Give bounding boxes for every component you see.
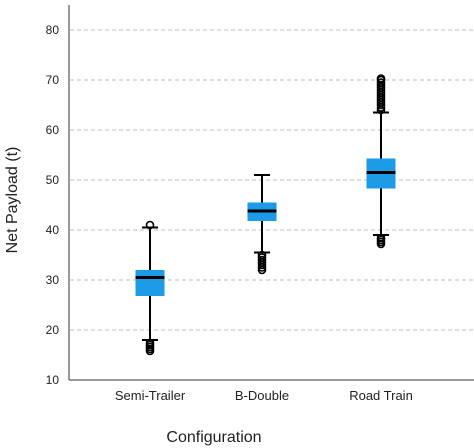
gridlines — [70, 29, 474, 331]
y-tick-label-10: 10 — [46, 373, 60, 387]
outlier-semi-trailer-5 — [145, 220, 155, 230]
y-tick-label-50: 50 — [46, 173, 60, 187]
outlier-road-train-3 — [376, 233, 386, 243]
outlier-b-double-6 — [257, 250, 267, 260]
y-tick-label-80: 80 — [46, 23, 60, 37]
y-axis-ticks: 10 20 30 40 50 60 70 80 — [46, 23, 60, 387]
box-semi-trailer — [135, 220, 165, 356]
outlier-road-train-17 — [376, 74, 386, 83]
outlier-b-double-4 — [257, 255, 267, 265]
y-tick-label-60: 60 — [46, 123, 60, 137]
outlier-b-double-5 — [257, 253, 267, 262]
y-tick-label-30: 30 — [46, 273, 60, 287]
y-tick-label-40: 40 — [46, 223, 60, 237]
box-series — [135, 74, 396, 356]
x-category-label-semi-trailer: Semi-Trailer — [115, 388, 186, 403]
outlier-semi-trailer-4 — [145, 338, 155, 348]
y-axis-title: Net Payload (t) — [4, 147, 21, 254]
y-tick-label-20: 20 — [46, 323, 60, 337]
x-category-label-road-train: Road Train — [349, 388, 413, 403]
box-b-double — [247, 174, 277, 275]
box-road-train — [366, 74, 396, 249]
axes — [68, 5, 474, 381]
outlier-road-train-15 — [376, 78, 386, 87]
x-category-label-b-double: B-Double — [235, 388, 289, 403]
iqr-box-semi-trailer — [135, 270, 165, 296]
x-axis-categories: Semi-Trailer B-Double Road Train — [115, 388, 413, 403]
x-axis-title: Configuration — [166, 429, 261, 446]
y-tick-label-70: 70 — [46, 73, 60, 87]
